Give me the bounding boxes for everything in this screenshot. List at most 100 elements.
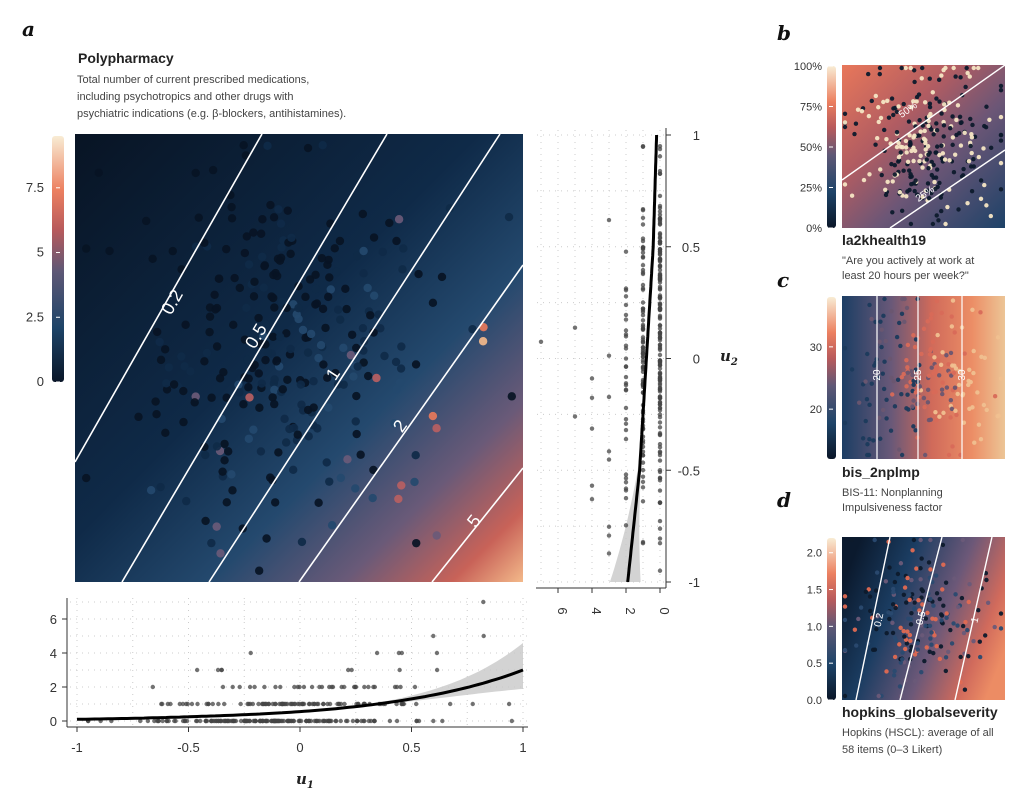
- marginal-point: [238, 701, 243, 707]
- scatter-point: [905, 392, 910, 397]
- scatter-point: [891, 589, 896, 595]
- scatter-point: [94, 168, 103, 177]
- scatter-point: [852, 627, 858, 632]
- scatter-point: [896, 320, 902, 326]
- panel-b-subtitle-line1: "Are you actively at work at: [842, 255, 974, 267]
- scatter-point: [911, 382, 916, 388]
- contour-label: 25: [913, 369, 924, 381]
- scatter-point: [926, 373, 932, 379]
- scatter-point: [326, 285, 336, 294]
- marginal-point: [657, 536, 663, 541]
- scatter-point: [911, 537, 917, 543]
- scatter-point: [235, 388, 244, 397]
- contour-label: 1: [970, 616, 982, 624]
- marginal-point: [640, 306, 646, 311]
- scatter-point: [910, 548, 915, 553]
- marginal-point: [434, 667, 440, 673]
- scatter-point: [981, 146, 986, 151]
- marginal-point: [640, 340, 646, 345]
- scatter-point: [854, 643, 859, 648]
- scatter-point: [200, 238, 209, 247]
- marginal-point: [623, 382, 629, 388]
- scatter-point: [906, 119, 912, 124]
- panel-a-colorbar: 0 2.5 5 7.5: [26, 136, 64, 389]
- marginal-point: [252, 684, 257, 690]
- scatter-point: [254, 313, 263, 323]
- scatter-point: [392, 385, 401, 394]
- scatter-point: [314, 353, 323, 363]
- contour-line: [298, 264, 523, 582]
- scatter-point: [941, 603, 946, 608]
- scatter-point: [911, 424, 916, 429]
- marginal-point: [623, 364, 629, 370]
- scatter-point: [948, 397, 954, 403]
- scatter-point: [984, 203, 989, 208]
- scatter-point: [940, 151, 946, 156]
- panel-letter-a: a: [22, 17, 35, 41]
- scatter-point: [913, 428, 918, 433]
- scatter-point: [105, 246, 114, 256]
- scatter-point: [937, 414, 942, 419]
- scatter-point: [955, 103, 961, 108]
- scatter-point: [272, 271, 282, 281]
- marginal-point: [237, 684, 242, 690]
- scatter-point: [892, 654, 898, 660]
- marginal-point: [657, 302, 663, 307]
- scatter-point: [428, 411, 438, 421]
- scatter-point: [922, 128, 927, 134]
- scatter-point: [978, 310, 983, 315]
- marginal-point: [589, 496, 595, 502]
- scatter-point: [275, 332, 285, 341]
- scatter-point: [984, 104, 989, 109]
- scatter-point: [982, 633, 988, 638]
- scatter-point: [842, 120, 848, 125]
- scatter-point: [287, 233, 296, 242]
- scatter-point: [951, 370, 957, 376]
- scatter-point: [982, 182, 987, 188]
- scatter-point: [977, 654, 983, 660]
- scatter-point: [913, 178, 918, 183]
- marginal-point: [247, 684, 253, 690]
- scatter-point: [940, 391, 945, 397]
- scatter-point: [899, 311, 905, 317]
- scatter-point: [918, 577, 923, 582]
- scatter-point: [922, 100, 928, 105]
- colorbar-d-gradient: [827, 538, 836, 700]
- scatter-point: [222, 498, 231, 507]
- marginal-point: [290, 701, 295, 707]
- marginal-point: [606, 449, 612, 454]
- scatter-point: [928, 567, 933, 572]
- marginal-point: [278, 684, 283, 690]
- marginal-point: [640, 271, 646, 277]
- scatter-point: [985, 600, 991, 606]
- scatter-point: [141, 216, 151, 226]
- scatter-point: [855, 107, 861, 112]
- scatter-point: [164, 363, 174, 372]
- y-tick-label: 2: [50, 680, 57, 695]
- scatter-point: [276, 219, 286, 228]
- scatter-point: [920, 602, 925, 607]
- scatter-point: [890, 210, 895, 215]
- panel-letter-c: c: [777, 268, 789, 292]
- scatter-point: [864, 452, 870, 458]
- scatter-point: [891, 673, 897, 678]
- scatter-point: [151, 397, 160, 406]
- scatter-point: [929, 190, 934, 196]
- scatter-point: [410, 477, 419, 487]
- scatter-point: [963, 84, 968, 90]
- scatter-point: [309, 421, 318, 430]
- scatter-point: [842, 124, 848, 130]
- panel-d-title: hopkins_globalseverity: [842, 704, 998, 720]
- scatter-point: [220, 456, 229, 465]
- marginal-point: [138, 718, 143, 724]
- scatter-point: [894, 109, 900, 115]
- scatter-point: [904, 600, 909, 605]
- marginal-point: [366, 684, 371, 690]
- scatter-point: [915, 641, 920, 646]
- scatter-point: [210, 290, 219, 300]
- marginal-point: [623, 405, 629, 411]
- x-tick-label: 0: [296, 740, 303, 755]
- scatter-point: [929, 312, 934, 317]
- scatter-point: [212, 522, 221, 531]
- scatter-point: [917, 118, 922, 123]
